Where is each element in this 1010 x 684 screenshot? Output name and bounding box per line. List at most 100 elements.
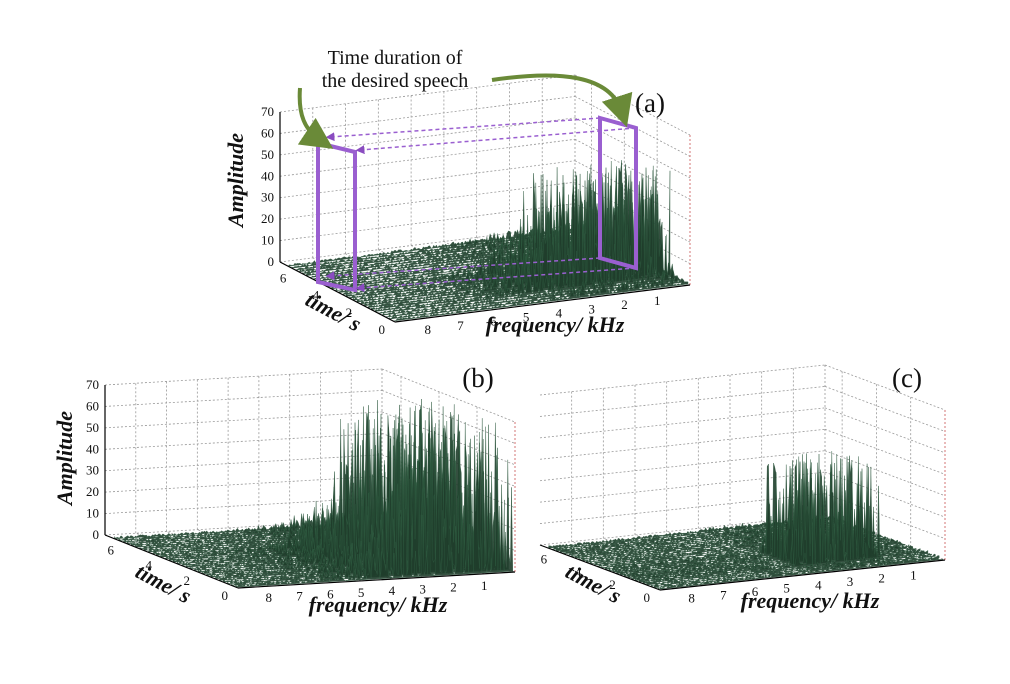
grid-line <box>824 407 946 454</box>
spectrum-slice <box>382 269 678 316</box>
y-axis-title: Amplitude <box>223 133 248 229</box>
axis-line <box>237 571 516 589</box>
time-tick-label: 4 <box>575 564 582 579</box>
frequency-tick-label: 6 <box>752 584 759 599</box>
grid-line <box>279 181 576 220</box>
frequency-tick-label: 3 <box>419 581 426 596</box>
grid-line <box>279 224 576 263</box>
frequency-tick-label: 8 <box>688 591 695 606</box>
grid-line <box>539 450 826 482</box>
panel-label: (c) <box>892 363 922 393</box>
dash-link <box>325 117 601 142</box>
time-tick-label: 0 <box>379 322 386 337</box>
amplitude-tick-label: 0 <box>268 254 275 269</box>
spectrum-slice <box>392 277 689 322</box>
dash-link <box>325 257 601 281</box>
panel-label: (a) <box>635 88 665 118</box>
frequency-tick-label: 7 <box>457 318 464 333</box>
grid-line <box>104 368 383 386</box>
x-axis-title: frequency/ kHz <box>741 588 880 613</box>
grid-line <box>824 450 946 497</box>
spectrum-slice <box>646 552 932 586</box>
amplitude-tick-label: 30 <box>261 190 274 205</box>
frequency-tick-label: 2 <box>878 571 885 586</box>
y-axis-title: Amplitude <box>52 411 77 507</box>
grid-line <box>539 364 826 396</box>
grid-line <box>279 96 576 134</box>
frequency-tick-label: 4 <box>389 583 396 598</box>
frequency-tick-label: 4 <box>815 577 822 592</box>
amplitude-tick-label: 50 <box>261 147 274 162</box>
annotation-arrows <box>297 73 633 149</box>
time-tick-label: 4 <box>313 288 320 303</box>
frequency-tick-label: 6 <box>490 314 497 329</box>
frequency-tick-label: 7 <box>720 587 727 602</box>
amplitude-tick-label: 10 <box>86 506 99 521</box>
grid-line <box>539 407 826 439</box>
frequency-tick-label: 5 <box>358 585 365 600</box>
grid-line <box>824 364 946 411</box>
grid-line <box>824 386 946 432</box>
time-tick-label: 4 <box>146 558 153 573</box>
time-tick-label: 6 <box>541 551 548 566</box>
grid-line <box>104 390 383 407</box>
annotation-line: Time duration of <box>328 47 463 69</box>
spectrum-slice <box>231 442 509 586</box>
frequency-tick-label: 1 <box>481 578 488 593</box>
frequency-tick-label: 1 <box>910 567 917 582</box>
time-tick-label: 6 <box>108 543 115 558</box>
frequency-tick-label: 6 <box>327 587 334 602</box>
left-duration-box <box>316 140 357 293</box>
spectrum-slice <box>235 430 513 588</box>
axis-line <box>659 559 946 591</box>
amplitude-tick-label: 40 <box>261 168 274 183</box>
grid-line <box>574 160 691 222</box>
amplitude-tick-label: 0 <box>93 527 100 542</box>
spectrum-slice <box>650 553 936 587</box>
x-axis-title: frequency/ kHz <box>486 312 625 337</box>
panel-label: (b) <box>462 363 493 393</box>
grid-line <box>381 368 516 423</box>
spectrum-slice <box>642 462 929 584</box>
frequency-tick-label: 4 <box>556 305 563 320</box>
amplitude-tick-label: 40 <box>86 441 99 456</box>
arrow <box>297 87 334 149</box>
amplitude-tick-label: 10 <box>261 233 274 248</box>
time-tick-label: 0 <box>644 590 651 605</box>
grid-line <box>574 138 691 200</box>
amplitude-tick-label: 30 <box>86 463 99 478</box>
amplitude-tick-label: 50 <box>86 420 99 435</box>
frequency-tick-label: 2 <box>621 297 628 312</box>
frequency-tick-label: 7 <box>296 588 303 603</box>
grid-line <box>279 138 576 177</box>
frequency-tick-label: 3 <box>588 301 595 316</box>
annotation-line: the desired speech <box>322 70 469 92</box>
frequency-tick-label: 2 <box>450 580 457 595</box>
amplitude-tick-label: 60 <box>86 398 99 413</box>
amplitude-tick-label: 70 <box>261 104 274 119</box>
grid-line <box>279 74 576 113</box>
time-tick-label: 2 <box>184 573 191 588</box>
amplitude-tick-label: 60 <box>261 125 274 140</box>
arrow <box>491 73 633 128</box>
spectrum-slice <box>385 270 681 318</box>
grid-line <box>574 117 691 179</box>
frequency-tick-label: 5 <box>523 310 530 325</box>
axis-line <box>104 534 239 589</box>
frequency-tick-label: 8 <box>425 322 432 337</box>
grid-line <box>824 471 946 518</box>
spectrum-slice <box>378 180 674 314</box>
axis-line <box>394 284 691 323</box>
grid-line <box>824 428 946 475</box>
x-axis-title: frequency/ kHz <box>309 592 448 617</box>
grid-line <box>279 203 576 241</box>
grid-line <box>279 160 576 199</box>
time-tick-label: 0 <box>222 588 229 603</box>
frequency-tick-label: 3 <box>847 574 854 589</box>
spectrum-slice <box>657 557 944 590</box>
